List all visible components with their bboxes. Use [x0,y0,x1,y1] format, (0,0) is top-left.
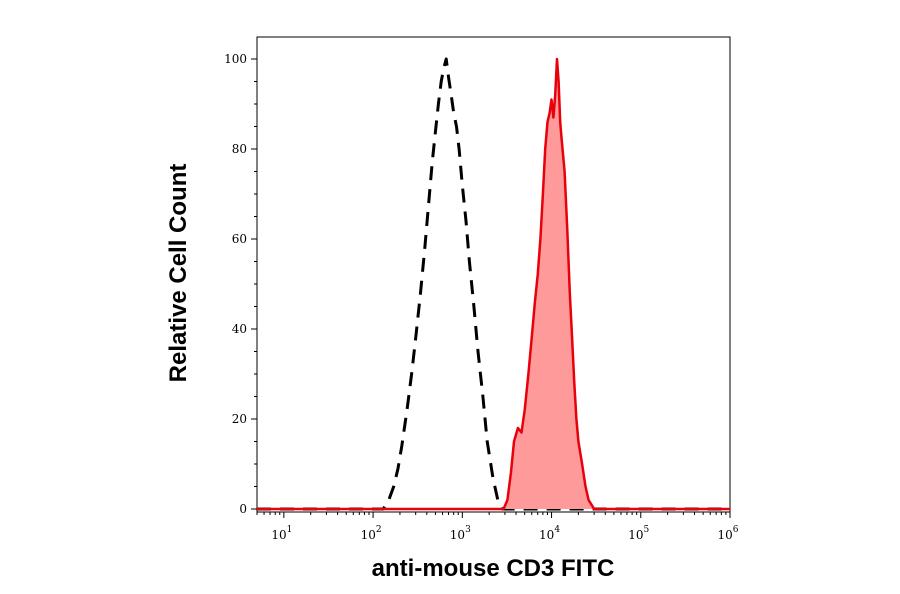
plot-frame [256,36,731,513]
x-tick-label-2: 103 [450,525,471,542]
series-layer [257,57,730,511]
x-axis: 101 102 103 104 105 106 [256,512,739,542]
x-tick-label-3: 104 [539,525,560,542]
x-tick-label-1: 102 [361,525,382,542]
series-0-line [257,57,730,511]
y-tick-label-0: 0 [239,502,247,516]
y-tick-label-2: 40 [232,322,247,336]
y-tick-label-3: 60 [232,232,247,246]
x-tick-label-0: 101 [271,525,292,542]
x-tick-label-4: 105 [628,525,649,542]
x-axis-title: anti-mouse CD3 FITC [372,555,615,582]
y-tick-label-5: 100 [224,52,247,66]
x-tick-label-5: 106 [717,525,738,542]
y-tick-label-1: 20 [232,412,247,426]
y-axis-title: Relative Cell Count [165,164,192,383]
series-1-line [257,57,730,511]
y-tick-label-4: 80 [232,142,247,156]
y-axis: 0 20 40 60 80 100 [224,52,257,516]
